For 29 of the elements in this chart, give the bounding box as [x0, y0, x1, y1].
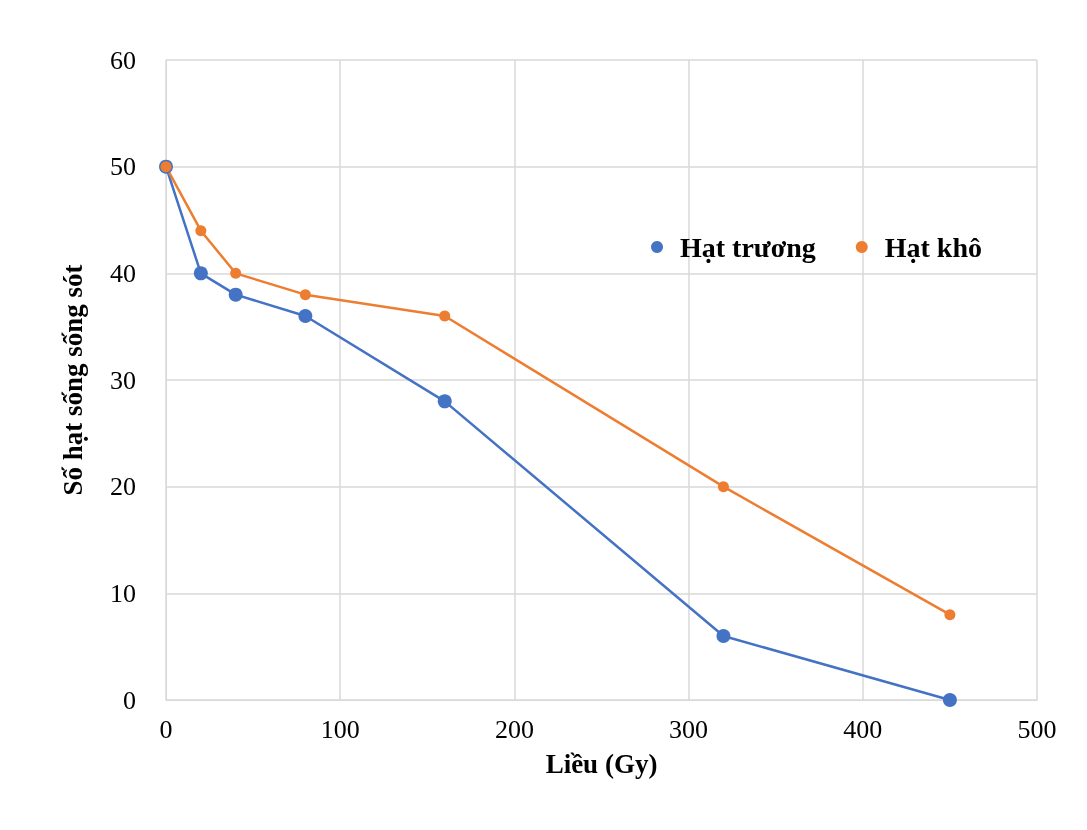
y-tick-label: 60	[110, 45, 136, 75]
y-tick-label: 30	[110, 365, 136, 395]
x-tick-label: 100	[320, 714, 360, 744]
y-tick-label: 40	[110, 258, 136, 288]
y-tick-label: 10	[110, 578, 136, 608]
x-tick-label: 300	[669, 714, 709, 744]
point	[942, 693, 957, 707]
x-tick-label: 400	[843, 714, 883, 744]
point	[439, 310, 451, 322]
legend-label: Hạt trương	[680, 231, 816, 263]
x-axis-title: Liều (Gy)	[545, 748, 658, 779]
y-tick-label: 20	[110, 472, 136, 502]
y-axis-title: Số hạt sống sống sót	[57, 264, 88, 496]
point	[437, 394, 452, 409]
point	[298, 309, 313, 323]
x-tick-label: 0	[159, 714, 173, 744]
point	[299, 289, 311, 301]
y-tick-label: 50	[110, 152, 136, 182]
point	[716, 629, 731, 643]
point	[195, 225, 207, 237]
point	[717, 481, 729, 493]
y-tick-label: 0	[123, 685, 136, 715]
point	[193, 266, 208, 281]
point	[228, 287, 243, 302]
legend-label: Hạt khô	[884, 231, 982, 263]
x-tick-label: 200	[494, 714, 534, 744]
x-tick-label: 500	[1017, 714, 1057, 744]
point	[944, 609, 956, 621]
point	[230, 267, 242, 279]
